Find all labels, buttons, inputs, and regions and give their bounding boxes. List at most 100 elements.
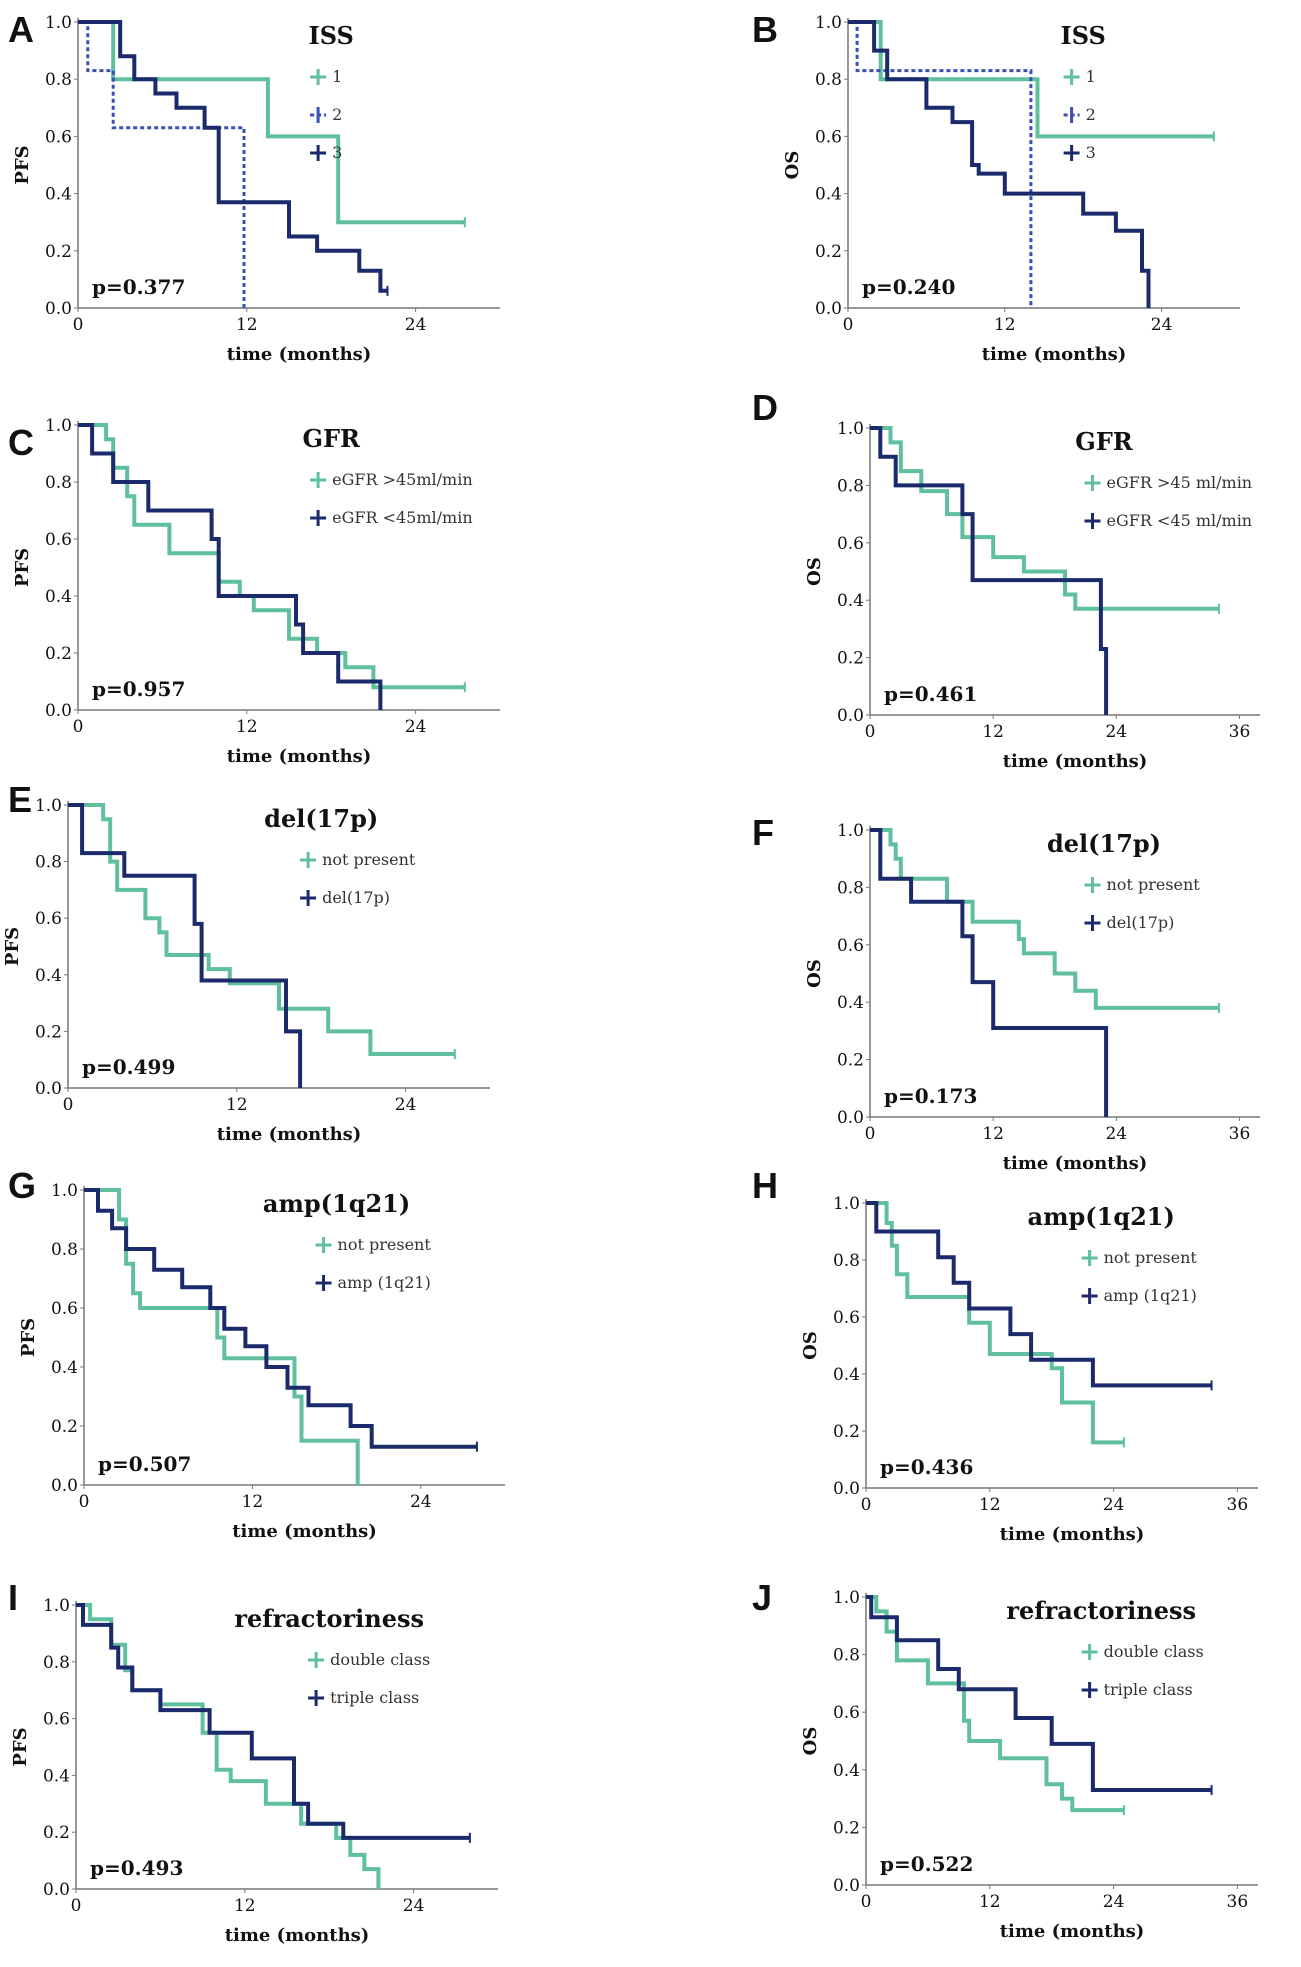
panel-title: GFR [302,424,361,453]
p-value-label: p=0.240 [862,275,955,299]
y-tick-label: 0.6 [815,127,842,147]
y-tick-label: 0.4 [833,1761,860,1781]
panel-title: GFR [1075,427,1134,456]
panel-letter: H [752,1165,778,1206]
p-value-label: p=0.507 [98,1452,191,1476]
km-series-line [870,426,1219,611]
y-tick-label: 0.8 [837,878,864,898]
y-tick-label: 0.8 [833,1646,860,1666]
y-tick-label: 0.6 [833,1703,860,1723]
x-tick-label: 36 [1227,1892,1249,1912]
km-series-line [866,1595,1212,1792]
x-tick-label: 0 [843,315,854,335]
panel-title: ISS [309,21,354,50]
y-axis-label: OS [804,959,825,988]
legend-label: not present [1104,1248,1198,1267]
legend-entry: eGFR <45 ml/min [1084,511,1253,530]
y-tick-label: 0.4 [45,587,72,607]
p-value-label: p=0.522 [880,1852,973,1876]
y-tick-label: 0.0 [815,299,842,319]
legend-label: eGFR <45 ml/min [1107,511,1253,530]
legend-entry: del(17p) [300,888,390,907]
legend-label: triple class [330,1688,419,1707]
legend-entry: 1 [1063,67,1096,86]
x-tick-label: 12 [982,722,1004,742]
legend-label: 2 [332,105,342,124]
x-tick-label: 24 [1151,315,1173,335]
y-tick-label: 1.0 [45,416,72,436]
y-tick-label: 0.8 [43,1653,70,1673]
panel-letter: A [8,9,34,50]
panel-title: refractoriness [234,1604,424,1633]
km-series-line [870,426,1109,715]
legend-label: 1 [332,67,342,86]
y-tick-label: 0.2 [35,1022,62,1042]
legend-entry: 2 [1063,105,1096,124]
km-series-line [68,803,303,1088]
legend-label: del(17p) [322,888,390,907]
y-tick-label: 0.2 [815,242,842,262]
legend-entry: not present [315,1235,432,1254]
y-tick-label: 1.0 [815,13,842,33]
y-tick-label: 0.2 [45,242,72,262]
x-tick-label: 12 [982,1124,1004,1144]
legend-entry: eGFR <45ml/min [310,508,473,527]
y-tick-label: 0.4 [837,591,864,611]
y-tick-label: 0.0 [45,299,72,319]
y-tick-label: 0.2 [837,1051,864,1071]
y-tick-label: 1.0 [43,1596,70,1616]
km-series-line [76,1603,470,1840]
legend-label: amp (1q21) [1104,1286,1197,1305]
x-tick-label: 0 [865,1124,876,1144]
x-tick-label: 24 [405,717,427,737]
x-axis-label: time (months) [1000,1524,1145,1545]
panel-letter: G [8,1165,36,1206]
legend-label: not present [1107,875,1201,894]
p-value-label: p=0.957 [92,677,185,701]
p-value-label: p=0.377 [92,275,185,299]
y-tick-label: 0.8 [45,473,72,493]
x-tick-label: 24 [1105,1124,1127,1144]
y-axis-label: PFS [18,1318,39,1357]
x-tick-label: 0 [861,1495,872,1515]
x-tick-label: 24 [1105,722,1127,742]
legend-entry: 2 [310,105,342,124]
legend-entry: 3 [310,143,342,162]
y-axis-label: OS [804,557,825,586]
panel-title: refractoriness [1006,1596,1196,1625]
y-tick-label: 0.0 [837,706,864,726]
y-tick-label: 0.2 [833,1818,860,1838]
legend-label: 3 [1086,143,1096,162]
y-tick-label: 0.0 [51,1476,78,1496]
x-axis-label: time (months) [1003,751,1148,772]
x-tick-label: 0 [865,722,876,742]
x-tick-label: 12 [236,717,258,737]
legend-label: not present [338,1235,432,1254]
panel-letter: J [752,1577,772,1618]
x-tick-label: 0 [73,315,84,335]
legend-entry: 3 [1063,143,1096,162]
y-tick-label: 0.6 [45,127,72,147]
km-series-line [866,1595,1124,1813]
panel-letter: C [8,422,34,463]
x-tick-label: 12 [979,1892,1001,1912]
x-tick-label: 12 [226,1095,248,1115]
km-panel-i: I 0.0 0.2 0.4 0.6 0.8 1.0 0 12 24 time (months) PFS… [8,1577,498,1946]
x-axis-label: time (months) [227,344,372,365]
y-tick-label: 0.2 [51,1417,78,1437]
y-tick-label: 1.0 [51,1181,78,1201]
y-tick-label: 0.4 [51,1358,78,1378]
panel-letter: F [752,812,774,853]
y-tick-label: 1.0 [837,821,864,841]
legend-label: eGFR >45 ml/min [1107,473,1253,492]
y-tick-label: 0.6 [45,530,72,550]
x-tick-label: 12 [234,1896,256,1916]
km-series-line [870,828,1219,1010]
y-tick-label: 0.0 [837,1108,864,1128]
legend-label: 2 [1086,105,1096,124]
km-series-line [84,1188,477,1449]
x-tick-label: 0 [861,1892,872,1912]
p-value-label: p=0.499 [82,1055,175,1079]
x-tick-label: 24 [1103,1892,1125,1912]
